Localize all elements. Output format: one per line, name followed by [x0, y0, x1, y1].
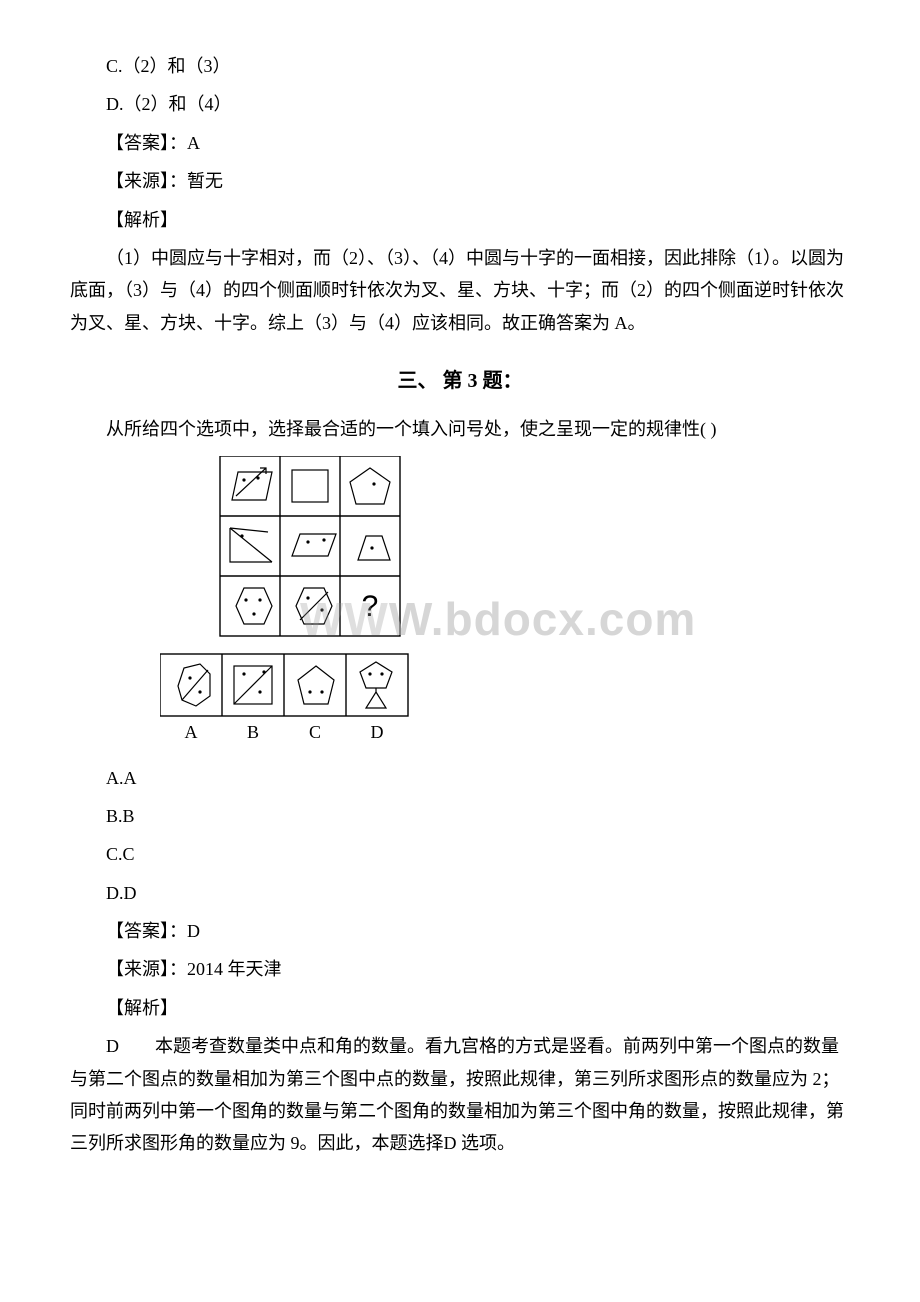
q2-explanation-text: （1）中圆应与十字相对，而（2）、（3）、（4）中圆与十字的一面相接，因此排除（…: [70, 242, 850, 339]
q3-explanation-label: 【解析】: [70, 992, 850, 1024]
q3-option-d: D.D: [70, 877, 850, 909]
q3-option-c: C.C: [70, 838, 850, 870]
q3-grid-svg: ? A B C D: [160, 456, 450, 744]
q3-source: 【来源】：2014 年天津: [70, 953, 850, 985]
q3-answer: 【答案】：D: [70, 915, 850, 947]
q3-option-a: A.A: [70, 762, 850, 794]
svg-text:D: D: [371, 722, 384, 742]
svg-text:A: A: [185, 722, 198, 742]
q2-answer: 【答案】：A: [70, 127, 850, 159]
q3-option-b: B.B: [70, 800, 850, 832]
q3-figure: ? A B C D WWW.bdocx.com: [160, 456, 850, 744]
svg-text:B: B: [247, 722, 259, 742]
q3-section-title: 三、 第 3 题：: [70, 363, 850, 399]
q3-explanation-text: D 本题考查数量类中点和角的数量。看九宫格的方式是竖看。前两列中第一个图点的数量…: [70, 1030, 850, 1160]
q2-option-c: C.（2）和（3）: [70, 50, 850, 82]
q3-stem: 从所给四个选项中，选择最合适的一个填入问号处，使之呈现一定的规律性( ): [70, 413, 850, 445]
q2-explanation-label: 【解析】: [70, 204, 850, 236]
q2-source: 【来源】：暂无: [70, 165, 850, 197]
svg-text:C: C: [309, 722, 321, 742]
q2-option-d: D.（2）和（4）: [70, 88, 850, 120]
svg-text:?: ?: [362, 590, 379, 623]
